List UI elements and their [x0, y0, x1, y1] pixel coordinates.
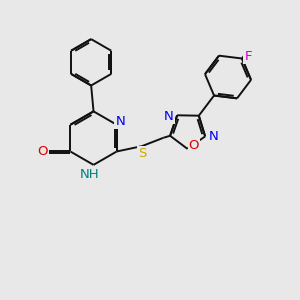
Text: O: O [37, 145, 48, 158]
Text: NH: NH [80, 168, 100, 181]
Text: N: N [164, 110, 174, 123]
Text: N: N [208, 130, 218, 143]
Text: O: O [189, 139, 199, 152]
Text: S: S [138, 147, 147, 160]
Text: N: N [116, 115, 125, 128]
Text: F: F [244, 50, 252, 63]
